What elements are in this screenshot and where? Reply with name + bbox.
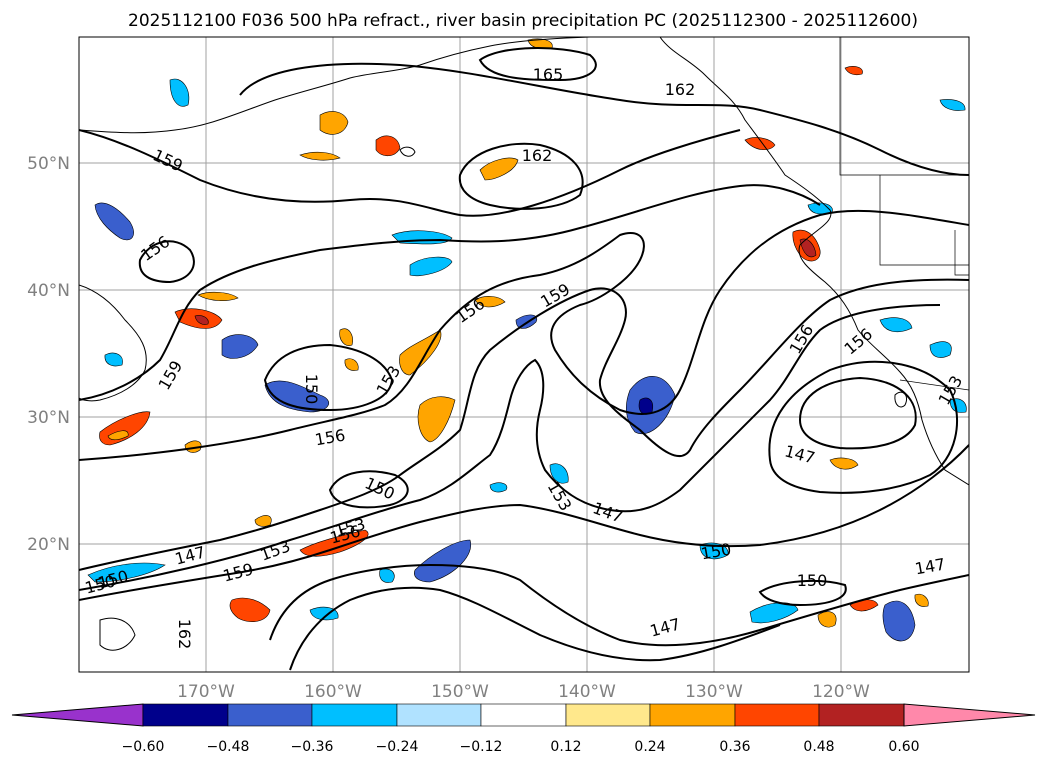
colorbar-bin (227, 703, 313, 727)
contours (79, 47, 969, 671)
colorbar-extend-high (903, 703, 1036, 727)
colorbar-tick-label: 0.48 (803, 739, 834, 755)
colorbar-bin (311, 703, 398, 727)
colorbar-tick-label: −0.12 (460, 739, 503, 755)
contour-label-162: 162 (175, 619, 194, 650)
contour-label-165: 165 (533, 65, 564, 84)
contour-150-main (79, 304, 941, 591)
lon-label-130w: 130°W (685, 682, 743, 702)
colorbar-tick-label: 0.36 (719, 739, 750, 755)
shaded-field (87, 38, 967, 642)
longitude-axis: 170°W 160°W 150°W 140°W 130°W 120°W (177, 682, 870, 702)
lon-label-160w: 160°W (304, 682, 362, 702)
lat-label-20n: 20°N (27, 535, 70, 555)
small-island-coast (399, 146, 416, 157)
coastlines (79, 37, 969, 651)
contour-156-main (79, 209, 969, 461)
colorbar-tick-label: −0.48 (207, 739, 250, 755)
contour-165 (478, 47, 597, 82)
political-borders (839, 37, 969, 391)
gridlines (79, 37, 969, 672)
contour-label-162: 162 (522, 146, 553, 165)
contour-156-west (138, 240, 195, 284)
contour-150-southeast (758, 579, 847, 607)
colorbar-bin (565, 703, 651, 727)
contour-150-west (263, 343, 394, 412)
colorbar-tick-label: −0.24 (376, 739, 419, 755)
contour-147-main (79, 444, 969, 601)
contour-147-east-ring (768, 360, 958, 494)
hawaii-region-coast (79, 284, 147, 402)
colorbar-tick-label: −0.36 (291, 739, 334, 755)
lat-label-40n: 40°N (27, 281, 70, 301)
colorbar-bin (649, 703, 736, 727)
baja-coast (894, 391, 908, 408)
latitude-axis: 50°N 40°N 30°N 20°N (27, 154, 70, 555)
contour-150-south (269, 563, 969, 647)
contour-153-main (79, 278, 969, 571)
lat-label-30n: 30°N (27, 408, 70, 428)
colorbar-extend-low (11, 703, 144, 727)
colorbar-bin (480, 703, 567, 727)
contour-150-small (328, 470, 409, 509)
lon-label-120w: 120°W (812, 682, 870, 702)
colorbar-bin (818, 703, 905, 727)
contour-label-150: 150 (797, 571, 828, 590)
colorbar-bin (142, 703, 229, 727)
map-panel: 165 162 159 156 156 159 159 156 153 150 … (78, 36, 970, 673)
lon-label-140w: 140°W (558, 682, 616, 702)
contour-162-north (239, 62, 969, 176)
map-frame (78, 36, 970, 673)
contour-150-east-ring (798, 376, 917, 450)
contour-label-162: 162 (665, 80, 696, 99)
colorbar: −0.60 −0.48 −0.36 −0.24 −0.12 0.12 0.24 … (11, 703, 1036, 755)
aleutian-coast (79, 37, 591, 134)
contour-159-mid (79, 184, 821, 401)
contour-159-north (79, 129, 741, 217)
lat-label-50n: 50°N (27, 154, 70, 174)
lon-label-170w: 170°W (177, 682, 235, 702)
colorbar-tick-label: 0.12 (550, 739, 581, 755)
contour-147-south (289, 586, 781, 671)
island-coast (99, 617, 136, 651)
contour-162-closed (458, 142, 584, 210)
lon-label-150w: 150°W (431, 682, 489, 702)
colorbar-tick-label: 0.60 (888, 739, 919, 755)
colorbar-bin (396, 703, 482, 727)
colorbar-tick-label: −0.60 (122, 739, 165, 755)
chart-title: 2025112100 F036 500 hPa refract., river … (128, 11, 918, 31)
colorbar-bin (734, 703, 820, 727)
contour-label-150: 150 (302, 374, 321, 405)
colorbar-tick-label: 0.24 (634, 739, 665, 755)
